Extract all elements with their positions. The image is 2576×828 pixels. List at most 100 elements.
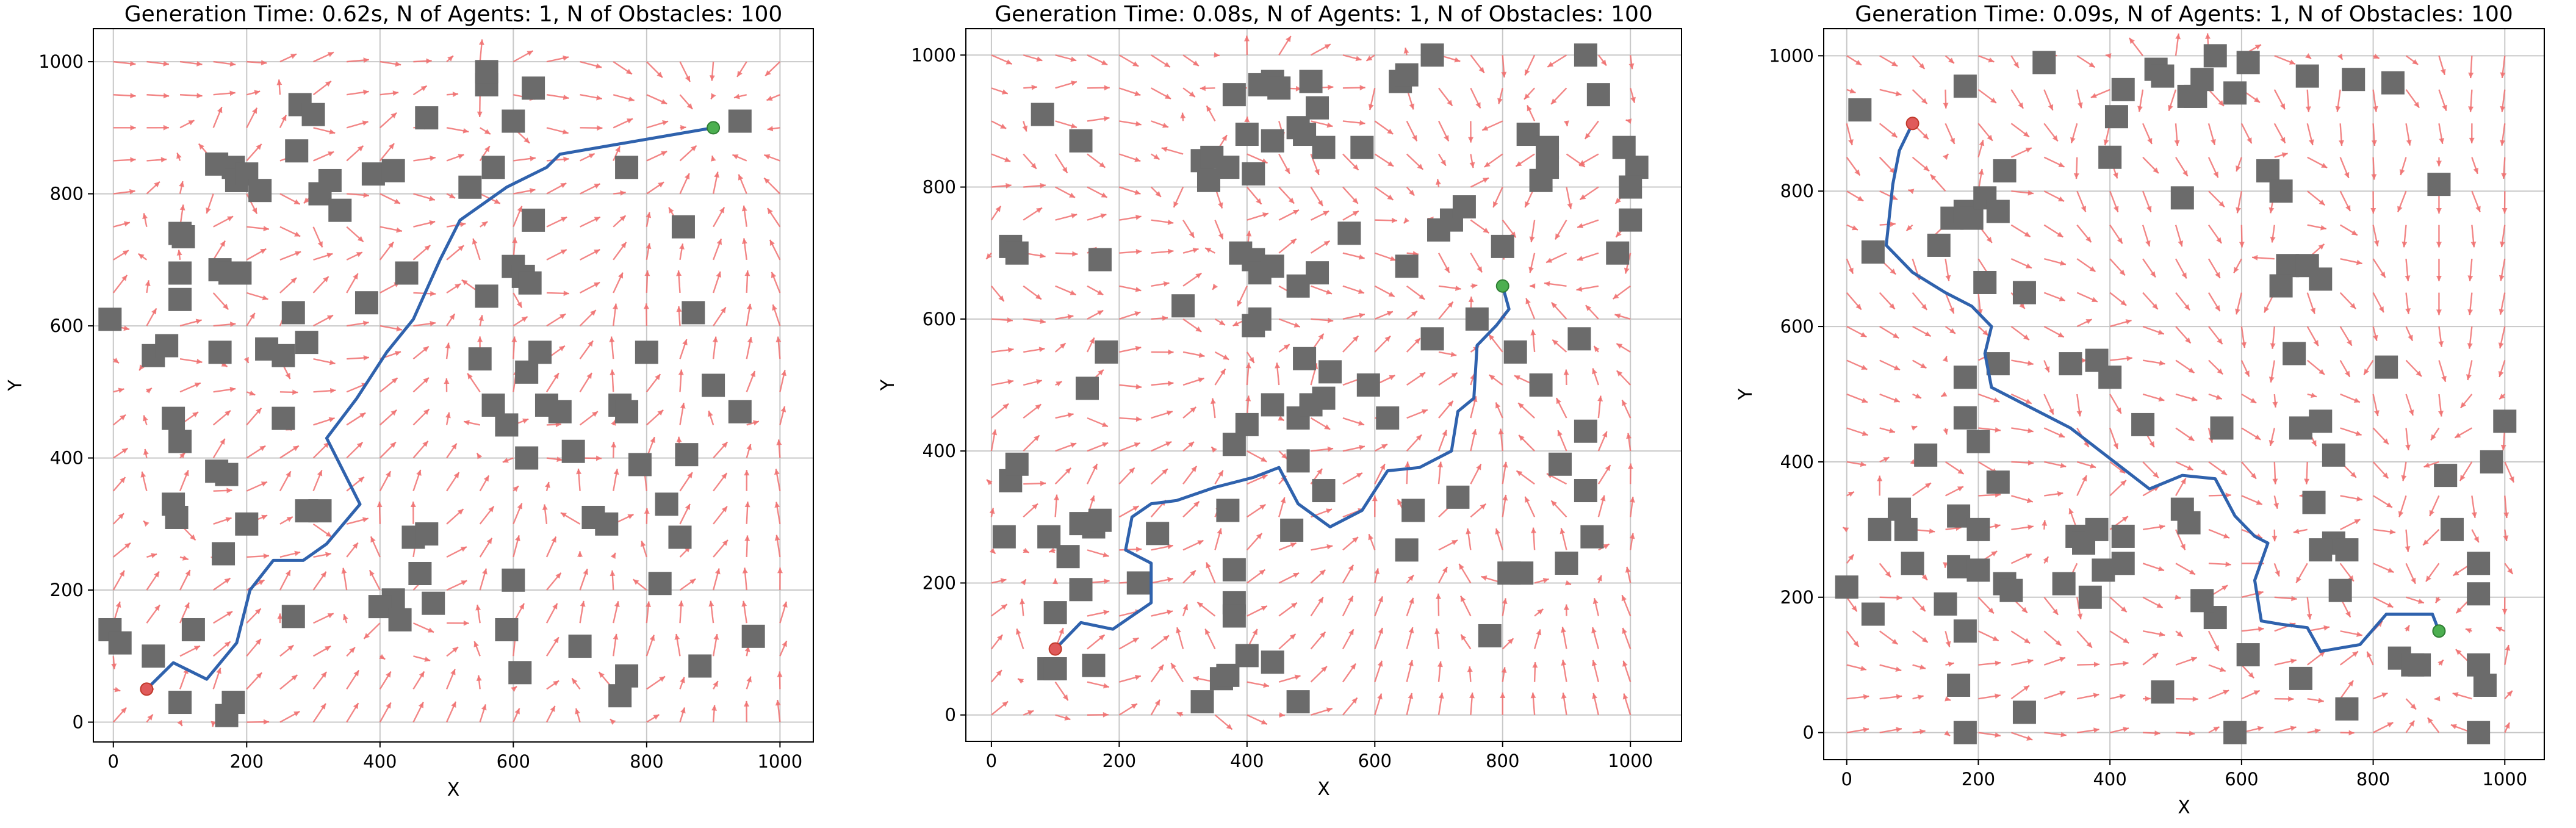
field-arrow-head: [1286, 36, 1291, 43]
obstacle: [1075, 376, 1099, 400]
field-arrow-head: [610, 570, 616, 577]
obstacle: [2427, 173, 2451, 196]
field-arrow-head: [1134, 189, 1141, 195]
field-arrow-head: [1193, 675, 1200, 682]
field-arrow-head: [160, 157, 167, 163]
x-tick-label: 0: [108, 751, 119, 772]
field-arrow-head: [1071, 213, 1078, 219]
field-arrow-head: [1603, 544, 1610, 549]
field-arrow-head: [555, 572, 561, 579]
obstacle: [628, 453, 652, 477]
field-arrow-head: [358, 477, 364, 483]
field-arrow-head: [2450, 724, 2457, 730]
field-arrow-head: [1943, 103, 1949, 109]
obstacle: [1427, 218, 1451, 242]
field-arrow-head: [1591, 660, 1597, 666]
field-arrow-head: [2175, 33, 2181, 40]
axes-frame: [1823, 28, 2545, 760]
field-arrow-head: [609, 336, 615, 342]
field-arrow-head: [1993, 397, 2000, 403]
field-arrow-head: [2404, 625, 2410, 632]
field-arrow-head: [260, 248, 267, 254]
field-arrow-head: [545, 481, 550, 488]
field-arrow-head: [2152, 653, 2159, 659]
field-arrow-head: [1561, 660, 1567, 666]
field-arrow-head: [1585, 305, 1592, 311]
field-arrow-head: [1295, 85, 1301, 92]
field-arrow-head: [1616, 231, 1622, 237]
field-arrow-head: [2473, 167, 2479, 174]
field-arrow-head: [119, 571, 124, 577]
field-arrow-head: [720, 307, 726, 314]
field-arrow-head: [362, 320, 369, 326]
field-arrow-head: [1455, 285, 1461, 291]
field-arrow-head: [428, 627, 434, 633]
field-arrow-head: [1132, 506, 1139, 511]
field-arrow-head: [764, 154, 771, 160]
obstacle: [1126, 571, 1150, 595]
field-arrow-head: [1351, 697, 1358, 704]
field-arrow-head: [744, 502, 750, 508]
obstacle: [1069, 578, 1093, 602]
field-arrow-head: [1855, 303, 1862, 310]
field-arrow-head: [2093, 727, 2099, 733]
axes-frame: [965, 28, 1682, 742]
field-arrow-head: [689, 578, 696, 585]
obstacle: [2111, 524, 2135, 548]
field-arrow-head: [2416, 370, 2422, 377]
field-arrow-head: [1064, 715, 1071, 721]
field-arrow-head: [262, 295, 268, 301]
field-arrow-head: [716, 239, 722, 245]
field-arrow-head: [2498, 371, 2504, 377]
field-arrow-head: [625, 68, 632, 74]
field-arrow-head: [120, 414, 126, 420]
field-arrow-head: [1323, 211, 1329, 216]
field-arrow-head: [1195, 326, 1202, 332]
field-arrow-head: [595, 63, 602, 69]
field-arrow-head: [184, 470, 189, 477]
field-arrow-head: [527, 51, 533, 56]
obstacle: [1999, 578, 2023, 602]
field-arrow-head: [1070, 123, 1077, 129]
field-arrow-head: [2257, 725, 2264, 732]
field-arrow-head: [1896, 727, 1902, 733]
field-arrow-head: [519, 603, 525, 610]
field-arrow-head: [1853, 641, 1859, 647]
x-tick-label: 200: [230, 751, 264, 772]
field-arrow-head: [2176, 631, 2183, 637]
field-arrow-head: [986, 253, 992, 259]
field-arrow-head: [1990, 97, 1996, 103]
field-arrow-head: [2311, 440, 2317, 447]
field-arrow-head: [597, 125, 603, 131]
field-arrow-head: [1483, 228, 1489, 233]
field-arrow-head: [1995, 732, 2001, 738]
field-arrow-head: [1261, 158, 1268, 164]
obstacle: [2269, 274, 2293, 298]
field-arrow-head: [251, 107, 257, 114]
field-arrow-head: [1408, 660, 1414, 666]
field-arrow-head: [2473, 536, 2479, 543]
obstacle: [1005, 452, 1029, 476]
obstacle: [502, 568, 525, 592]
field-arrow-head: [1977, 309, 1983, 315]
field-arrow-head: [1290, 602, 1297, 608]
field-arrow-head: [323, 276, 329, 283]
obstacle: [1986, 200, 2010, 223]
field-arrow-head: [2076, 410, 2082, 417]
field-arrow-head: [2090, 93, 2097, 98]
obstacle: [1216, 663, 1240, 687]
field-arrow-head: [1155, 191, 1161, 197]
field-arrow-head: [1326, 544, 1333, 550]
field-arrow-head: [1563, 369, 1569, 375]
field-arrow-head: [2439, 138, 2445, 144]
field-arrow-head: [2371, 140, 2377, 146]
field-arrow-head: [1191, 466, 1197, 472]
field-arrow-head: [2272, 536, 2278, 542]
field-arrow-head: [1992, 636, 1999, 641]
field-arrow-head: [349, 647, 355, 653]
field-arrow-head: [690, 145, 697, 151]
field-arrow-head: [2402, 241, 2408, 248]
field-arrow-head: [1015, 628, 1021, 635]
field-arrow-head: [220, 240, 225, 247]
field-arrow-head: [2021, 607, 2027, 613]
